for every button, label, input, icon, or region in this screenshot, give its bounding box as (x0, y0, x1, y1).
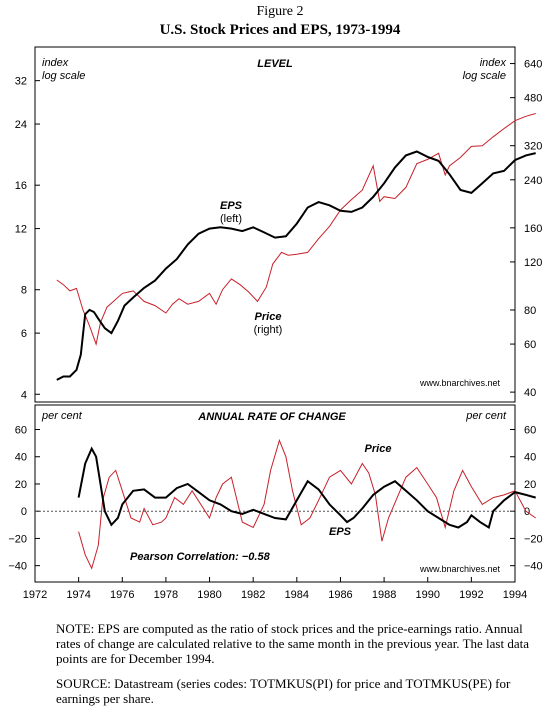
x-tick-label: 1986 (328, 589, 352, 601)
x-tick-label: 1992 (459, 589, 483, 601)
level-left-tick-label: 24 (15, 119, 27, 131)
roc-left-axis-label: per cent (41, 410, 83, 422)
roc-left-tick-label: 0 (21, 506, 27, 518)
level-left-axis-label-2: log scale (42, 70, 85, 82)
roc-right-tick-label: 60 (524, 425, 536, 437)
x-tick-label: 1974 (66, 589, 90, 601)
x-tick-label: 1976 (110, 589, 134, 601)
roc-left-tick-label: −40 (8, 561, 27, 573)
price-series-label: Price (255, 311, 282, 323)
roc-left-tick-label: 40 (15, 452, 27, 464)
level-right-tick-label: 40 (524, 387, 536, 399)
level-right-tick-label: 60 (524, 339, 536, 351)
level-right-tick-label: 320 (524, 141, 542, 153)
level-right-tick-label: 640 (524, 59, 542, 71)
correlation-label: Pearson Correlation: −0.58 (130, 551, 271, 563)
level-right-axis-label-1: index (480, 57, 507, 69)
source-text: SOURCE: Datastream (series codes: TOTMKU… (56, 676, 511, 706)
roc-left-tick-label: 20 (15, 479, 27, 491)
level-left-axis-label-1: index (42, 57, 69, 69)
level-right-tick-label: 160 (524, 223, 542, 235)
eps-series-sublabel: (left) (220, 213, 242, 225)
roc-series (77, 438, 536, 570)
level-series (56, 113, 536, 381)
x-tick-label: 1972 (23, 589, 47, 601)
level-panel-title: LEVEL (257, 58, 293, 70)
level-right-tick-label: 80 (524, 305, 536, 317)
roc-panel-title: ANNUAL RATE OF CHANGE (197, 411, 346, 423)
level-left-tick-label: 4 (21, 389, 27, 401)
level-left-tick-label: 8 (21, 285, 27, 297)
level-left-tick-label: 32 (15, 76, 27, 88)
x-tick-label: 1994 (503, 589, 527, 601)
level-eps-line (56, 150, 536, 381)
note-text: NOTE: EPS are computed as the ratio of s… (56, 621, 529, 666)
roc-right-tick-label: 20 (524, 479, 536, 491)
roc-eps-label: EPS (329, 526, 352, 538)
eps-series-label: EPS (220, 200, 243, 212)
level-right-tick-label: 240 (524, 175, 542, 187)
roc-right-tick-label: −40 (524, 561, 543, 573)
level-right-tick-label: 480 (524, 93, 542, 105)
x-tick-label: 1978 (154, 589, 178, 601)
x-tick-label: 1984 (285, 589, 309, 601)
roc-right-tick-label: 40 (524, 452, 536, 464)
x-tick-label: 1980 (197, 589, 221, 601)
roc-eps-line (77, 446, 536, 530)
level-price-line (56, 113, 536, 346)
roc-right-tick-label: −20 (524, 533, 543, 545)
roc-credit: www.bnarchives.net (419, 564, 501, 574)
level-right-tick-label: 120 (524, 257, 542, 269)
figure-number: Figure 2 (256, 4, 304, 19)
level-panel-frame (34, 46, 516, 403)
figure-notes: NOTE: EPS are computed as the ratio of s… (56, 621, 536, 716)
level-left-ticks: 4 6 8 12 16 24 32 (15, 76, 40, 401)
roc-left-tick-label: 60 (15, 425, 27, 437)
figure-title: U.S. Stock Prices and EPS, 1973-1994 (159, 22, 401, 38)
roc-price-line (78, 438, 536, 570)
roc-right-axis-label: per cent (465, 410, 507, 422)
roc-price-label: Price (365, 443, 392, 455)
price-series-sublabel: (right) (254, 324, 283, 336)
roc-xticks: 1972 1974 1976 1978 1980 1982 1984 1986 1988 1990… (23, 577, 527, 601)
x-tick-label: 1988 (372, 589, 396, 601)
level-left-tick-label: 12 (15, 224, 27, 236)
roc-panel-frame (34, 404, 516, 583)
x-tick-label: 1990 (415, 589, 439, 601)
level-right-ticks: 40 60 80 120 160 240 320 480 640 (510, 59, 542, 399)
level-credit: www.bnarchives.net (419, 378, 501, 388)
level-right-axis-label-2: log scale (463, 70, 506, 82)
level-left-tick-label: 16 (15, 180, 27, 192)
level-left-tick-label: 6 (21, 328, 27, 340)
roc-left-tick-label: −20 (8, 533, 27, 545)
x-tick-label: 1982 (241, 589, 265, 601)
